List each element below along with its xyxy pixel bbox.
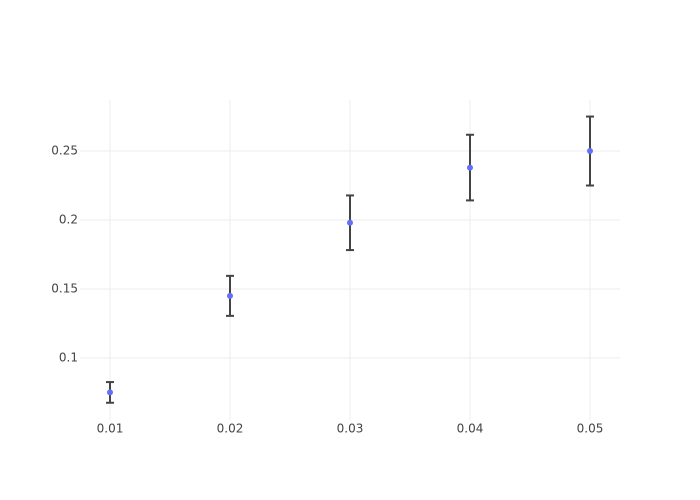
point <box>227 292 233 299</box>
x-tick-label: 0.04 <box>457 422 484 436</box>
y-tick-label: 0.25 <box>51 144 78 158</box>
y-tick-label: 0.1 <box>59 350 78 364</box>
y-tick-label: 0.15 <box>51 281 78 295</box>
point <box>107 389 113 396</box>
point <box>587 148 593 155</box>
x-tick-label: 0.01 <box>97 422 124 436</box>
point <box>347 219 353 226</box>
x-tick-label: 0.02 <box>217 422 244 436</box>
point <box>467 164 473 171</box>
x-tick-label: 0.05 <box>577 422 604 436</box>
y-tick-label: 0.2 <box>59 213 78 227</box>
x-tick-label: 0.03 <box>337 422 364 436</box>
